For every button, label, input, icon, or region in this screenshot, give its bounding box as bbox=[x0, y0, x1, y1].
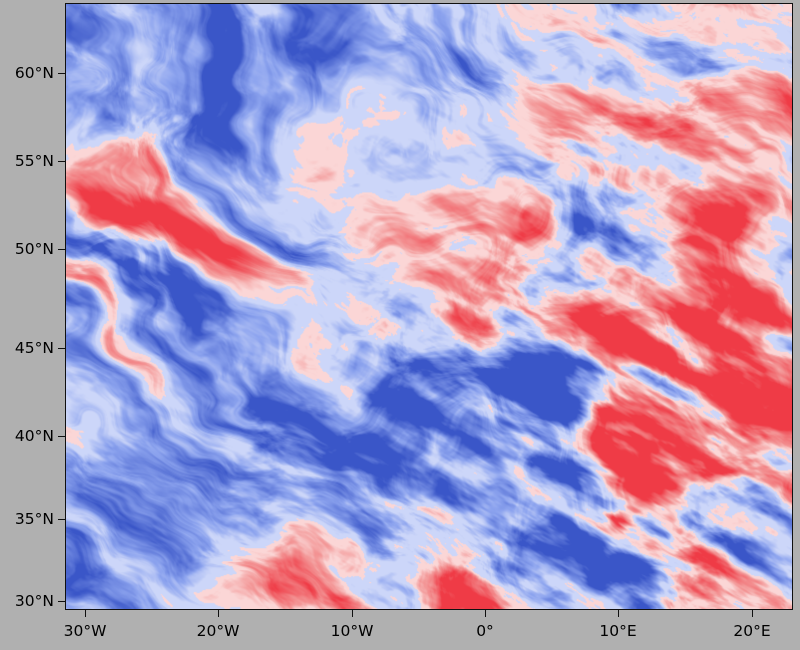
y-axis-tick bbox=[58, 249, 65, 250]
x-axis-tick-label: 20°E bbox=[733, 622, 771, 640]
y-axis-tick-label: 40°N bbox=[14, 427, 54, 445]
x-axis-tick bbox=[485, 610, 486, 617]
x-axis-tick bbox=[618, 610, 619, 617]
y-axis-tick-label: 60°N bbox=[14, 64, 54, 82]
y-axis-tick-label: 45°N bbox=[14, 339, 54, 357]
x-axis-tick bbox=[85, 610, 86, 617]
x-axis-tick-label: 0° bbox=[476, 622, 494, 640]
scalar-field-heatmap bbox=[66, 4, 792, 609]
map-plot-area[interactable] bbox=[65, 3, 793, 610]
y-axis-tick bbox=[58, 348, 65, 349]
x-axis-tick-label: 30°W bbox=[63, 622, 107, 640]
y-axis-tick-label: 55°N bbox=[14, 152, 54, 170]
y-axis-tick bbox=[58, 73, 65, 74]
y-axis-tick bbox=[58, 161, 65, 162]
y-axis-tick-label: 35°N bbox=[14, 510, 54, 528]
y-axis-tick bbox=[58, 601, 65, 602]
y-axis-tick-label: 30°N bbox=[14, 592, 54, 610]
x-axis-tick bbox=[352, 610, 353, 617]
x-axis-tick-label: 10°E bbox=[599, 622, 637, 640]
x-axis-tick bbox=[752, 610, 753, 617]
x-axis-tick-label: 10°W bbox=[330, 622, 374, 640]
y-axis-tick-label: 50°N bbox=[14, 240, 54, 258]
y-axis-tick bbox=[58, 519, 65, 520]
y-axis-tick bbox=[58, 436, 65, 437]
x-axis-tick bbox=[218, 610, 219, 617]
x-axis-tick-label: 20°W bbox=[196, 622, 240, 640]
